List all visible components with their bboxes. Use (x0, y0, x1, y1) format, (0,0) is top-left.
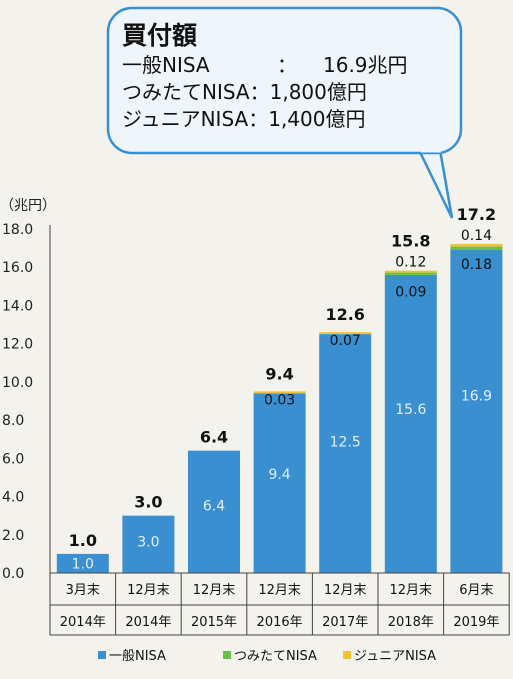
x-tick-label-period: 12月末 (127, 583, 170, 598)
bar-segment-junior (450, 243, 503, 247)
x-tick-label-year: 2019年 (453, 615, 499, 630)
x-tick-label-year: 2014年 (60, 615, 106, 630)
y-axis-title: （兆円） (0, 198, 56, 214)
bar-segment-junior (253, 391, 306, 394)
bar-segment-junior (319, 332, 372, 335)
x-tick-label-period: 6月末 (459, 583, 493, 598)
x-tick-label-year: 2014年 (125, 615, 171, 630)
bar-segment-general (384, 274, 437, 573)
y-tick-label: 12.0 (2, 337, 33, 353)
callout-text: 買付額 一般NISA： 16.9兆円 つみたてNISA：1,800億円 ジュニアN… (122, 20, 452, 133)
bars (56, 243, 503, 573)
junior-value-label: 0.03 (264, 392, 295, 408)
bar-value-label: 16.9 (461, 388, 492, 404)
bar-segment-general (450, 250, 503, 573)
legend-item-junior: ジュニアNISA (354, 649, 436, 664)
legend-swatch (223, 651, 231, 659)
callout-label: ジュニアNISA (122, 107, 249, 131)
bar-value-label: 1.0 (72, 556, 94, 572)
x-tick-label-year: 2017年 (322, 615, 368, 630)
callout-title: 買付額 (122, 21, 198, 50)
x-tick-label-period: 12月末 (258, 583, 301, 598)
x-tick-label-year: 2018年 (388, 615, 434, 630)
bar-segment-junior (384, 270, 437, 273)
bar-value-label: 9.4 (268, 467, 290, 483)
y-tick-label: 16.0 (2, 260, 33, 276)
junior-value-label: 0.07 (330, 333, 361, 349)
callout-bubble (106, 6, 463, 219)
bar-value-label: 12.5 (330, 435, 361, 451)
y-tick-label: 8.0 (2, 413, 24, 429)
bar-segment-general (319, 334, 372, 573)
bar-segment-general (122, 515, 175, 573)
legend-item-general: 一般NISA (109, 648, 166, 664)
callout-box (106, 6, 463, 155)
bar-segment-general (188, 450, 240, 573)
bar-total-label: 1.0 (69, 531, 97, 550)
x-axis-table: 3月末 2014年 12月末 2014年 12月末 2015年 12月末 2016年 12月末 2… (49, 572, 510, 636)
tsumitate-value-label: 0.18 (461, 257, 492, 273)
junior-value-label: 0.09 (395, 285, 426, 301)
callout-value: 16.9兆円 (323, 53, 408, 77)
bar-segment-general (56, 553, 109, 573)
y-tick-label: 0.0 (2, 566, 24, 582)
x-tick-label-period: 12月末 (390, 583, 433, 598)
bar-total-label: 3.0 (134, 493, 162, 512)
y-tick-label: 14.0 (2, 298, 33, 314)
callout-row-tsumitate: つみたてNISA：1,800億円 (122, 79, 452, 106)
callout-value: 1,800億円 (269, 80, 367, 104)
y-tick-label: 6.0 (2, 451, 24, 467)
legend-item-tsumitate: つみたてNISA (234, 649, 317, 664)
data-labels: 1.0 1.0 3.0 3.0 6.4 6.4 9.4 0.03 9.4 12.5 0.07 12.6… (69, 205, 497, 573)
legend-swatch (98, 651, 106, 659)
y-tick-label: 4.0 (2, 490, 24, 506)
callout-value: 1,400億円 (268, 107, 366, 131)
x-tick-label-period: 12月末 (324, 583, 367, 598)
bar-segment-tsumitate (450, 246, 503, 251)
bar-total-label: 12.6 (325, 305, 364, 324)
y-tick-label: 18.0 (2, 222, 33, 238)
callout-row-junior: ジュニアNISA：1,400億円 (122, 106, 452, 133)
y-tick-label: 2.0 (2, 528, 24, 544)
y-tick-label: 10.0 (2, 375, 33, 391)
bar-total-label: 9.4 (265, 364, 293, 383)
bar-value-label: 6.4 (203, 499, 225, 515)
bar-value-label: 3.0 (137, 534, 159, 550)
legend-swatch (343, 651, 351, 659)
x-tick-label-year: 2016年 (257, 615, 303, 630)
legend: 一般NISA つみたてNISA ジュニアNISA (98, 648, 436, 664)
callout-sep: ： (248, 107, 269, 131)
callout-label: つみたてNISA (122, 80, 250, 104)
bar-total-label: 6.4 (200, 428, 228, 447)
callout-sep: ： (277, 53, 297, 77)
callout-tail (418, 148, 454, 219)
x-tick-label-year: 2015年 (191, 615, 237, 630)
bar-segment-tsumitate (384, 272, 437, 275)
junior-value-label: 0.14 (461, 228, 492, 244)
x-axis-table-border (49, 572, 510, 636)
axes: （兆円） 0.0 2.0 4.0 6.0 8.0 10.0 12.0 14.0 16.0 18.0 (0, 198, 56, 582)
bar-segment-general (253, 393, 306, 573)
callout-sep: ： (249, 80, 270, 104)
bar-total-label: 17.2 (457, 205, 496, 224)
x-tick-label-period: 3月末 (66, 583, 100, 598)
x-tick-label-period: 12月末 (193, 583, 236, 598)
bar-value-label: 15.6 (395, 402, 426, 418)
callout-row-general: 一般NISA ： 16.9兆円 (122, 52, 452, 79)
bar-total-label: 15.8 (391, 232, 430, 251)
callout-label: 一般NISA (122, 53, 210, 77)
tsumitate-value-label: 0.12 (395, 255, 426, 271)
